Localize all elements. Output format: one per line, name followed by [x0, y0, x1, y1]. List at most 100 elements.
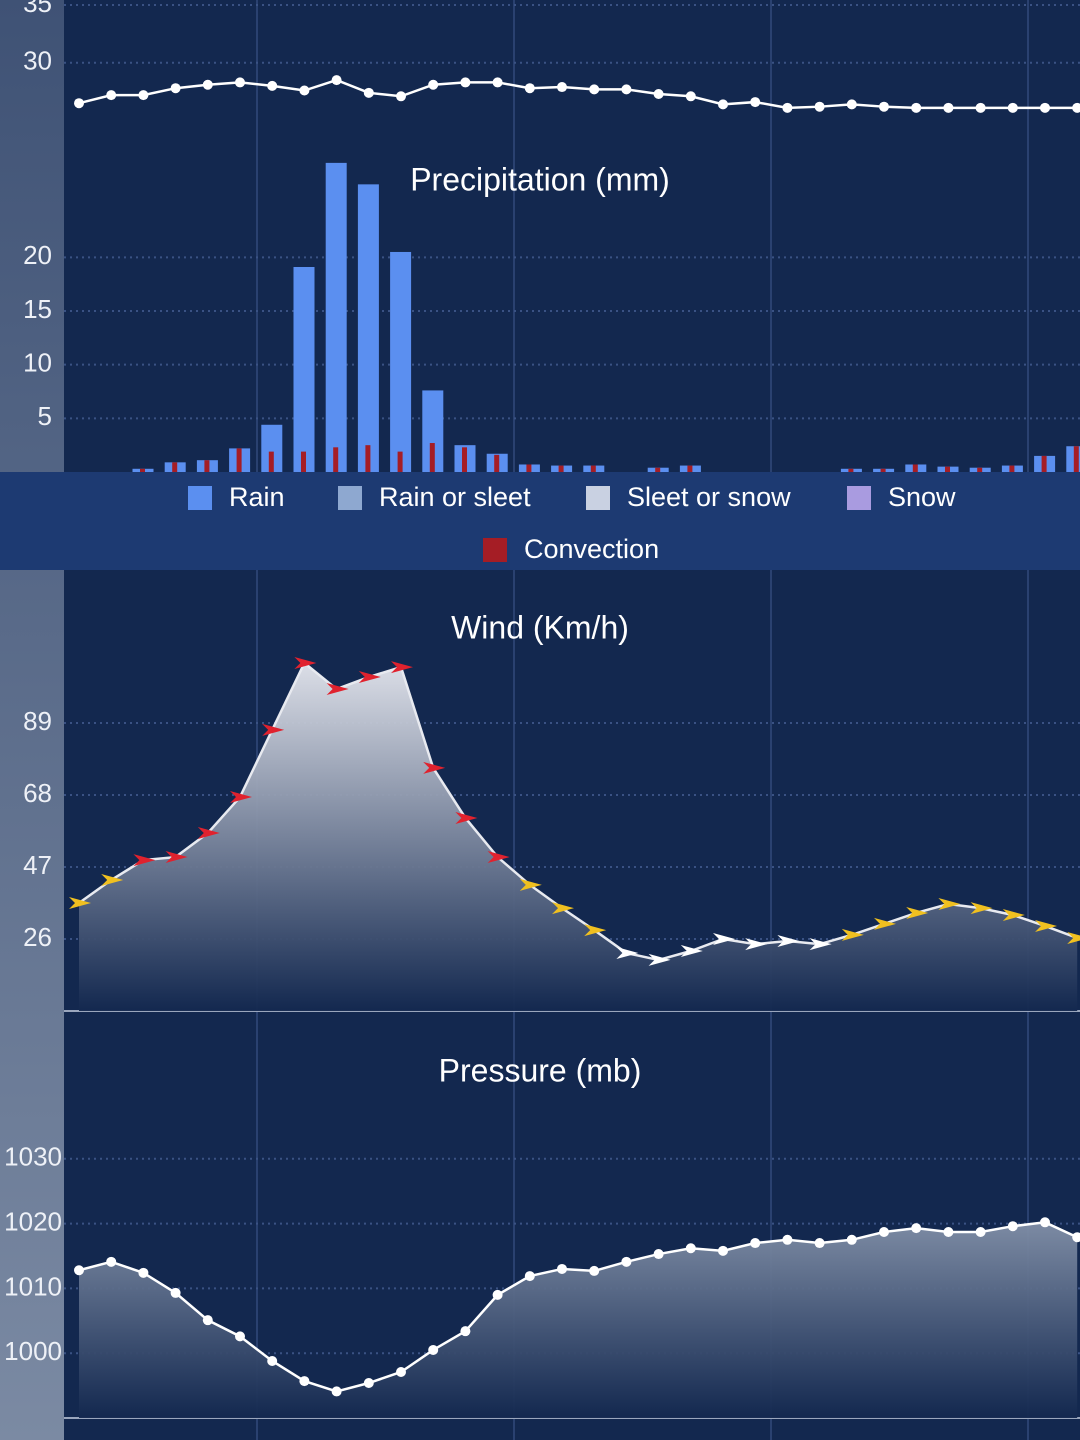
wind-arrow	[455, 811, 478, 824]
y-tick-label: 1030	[4, 1142, 62, 1172]
wind-arrow	[1035, 919, 1057, 932]
point	[331, 75, 342, 86]
wind-arrow	[423, 761, 446, 774]
wind-arrow	[680, 945, 703, 957]
y-tick-label: 30	[23, 46, 52, 76]
legend-label: Snow	[888, 482, 956, 512]
convection-bar	[1041, 455, 1047, 472]
wind-arrow	[648, 953, 671, 966]
bar	[325, 162, 347, 472]
point	[267, 80, 278, 91]
point	[1040, 1217, 1050, 1228]
y-tick-label: 1010	[4, 1271, 62, 1301]
wind-arrow	[519, 878, 542, 891]
point	[202, 1315, 213, 1326]
point	[138, 1267, 149, 1278]
convection-bar	[462, 447, 467, 472]
wind-arrow	[713, 933, 735, 945]
wind-arrow	[230, 791, 252, 804]
series-line	[78, 1221, 1078, 1393]
point	[299, 85, 310, 96]
y-tick-label: 20	[23, 240, 52, 270]
vertical-grid	[256, 0, 1029, 1440]
point	[718, 99, 728, 110]
wind-arrow	[1067, 931, 1080, 944]
wind-arrow	[197, 827, 220, 840]
wind-arrow	[133, 854, 156, 867]
point	[363, 1378, 374, 1389]
point	[428, 1344, 439, 1355]
convection-bar	[365, 445, 371, 472]
point	[814, 1238, 825, 1249]
point	[106, 1256, 117, 1267]
convection-bar	[494, 454, 500, 472]
convection-bar	[268, 451, 274, 472]
bar	[422, 390, 444, 472]
y-tick-label: 1000	[4, 1336, 62, 1366]
chart-title: Precipitation (mm)	[410, 161, 670, 197]
point	[653, 88, 664, 99]
bar	[261, 424, 283, 472]
point	[557, 82, 567, 93]
convection-bar	[333, 447, 339, 472]
legend-label: Sleet or snow	[627, 482, 791, 512]
convection-bar	[880, 468, 886, 472]
convection-bar	[655, 467, 661, 472]
point	[396, 91, 406, 102]
y-tick-label: 68	[23, 778, 52, 808]
convection-bar	[1009, 465, 1015, 472]
y-tick-label: 89	[23, 706, 52, 736]
point	[718, 1245, 728, 1256]
axis-panel	[0, 0, 64, 1440]
wind-arrow	[584, 924, 607, 937]
wind-arrow	[874, 917, 896, 930]
point	[782, 1234, 793, 1245]
area-fill	[79, 1222, 1078, 1418]
point	[428, 79, 439, 90]
point	[814, 101, 825, 112]
point	[879, 1227, 889, 1238]
point	[943, 1227, 954, 1238]
wind-arrow	[294, 657, 317, 669]
point	[299, 1376, 310, 1387]
point	[653, 1249, 664, 1260]
wind-arrow	[745, 938, 768, 951]
point	[492, 1289, 503, 1300]
wind-arrow	[391, 661, 413, 674]
y-tick-label: 47	[23, 850, 52, 880]
point	[685, 91, 696, 102]
point	[750, 97, 761, 108]
point	[202, 79, 213, 90]
point	[170, 83, 181, 94]
convection-bar	[848, 468, 854, 472]
plot-layer: 30 35 5 10 15 20 Precipitation (mm) Rain Rain or…	[4, 0, 1080, 1418]
point	[396, 1366, 406, 1377]
y-tick-label: 10	[23, 348, 52, 378]
wind-arrow	[809, 938, 832, 951]
convection-bar	[172, 462, 178, 472]
convection-bar	[912, 464, 918, 472]
area-fill	[79, 663, 1078, 1011]
point	[331, 1386, 342, 1397]
point	[170, 1287, 181, 1298]
y-tick-label: 5	[38, 401, 52, 431]
convection-bar	[590, 465, 596, 472]
point	[975, 1227, 986, 1238]
point	[846, 99, 857, 110]
wind-arrow	[616, 947, 639, 960]
point	[1072, 102, 1080, 113]
point	[589, 1265, 600, 1276]
point	[589, 84, 600, 95]
wind-arrow	[69, 897, 91, 909]
point	[74, 1265, 84, 1276]
bar	[293, 266, 315, 472]
point	[235, 77, 245, 88]
convection-bar	[397, 451, 403, 472]
y-tick-label: 1020	[4, 1206, 62, 1236]
convection-bar	[945, 466, 950, 472]
wind-arrow	[552, 902, 574, 915]
legend-swatch	[483, 538, 507, 562]
convection-bar	[204, 460, 210, 472]
